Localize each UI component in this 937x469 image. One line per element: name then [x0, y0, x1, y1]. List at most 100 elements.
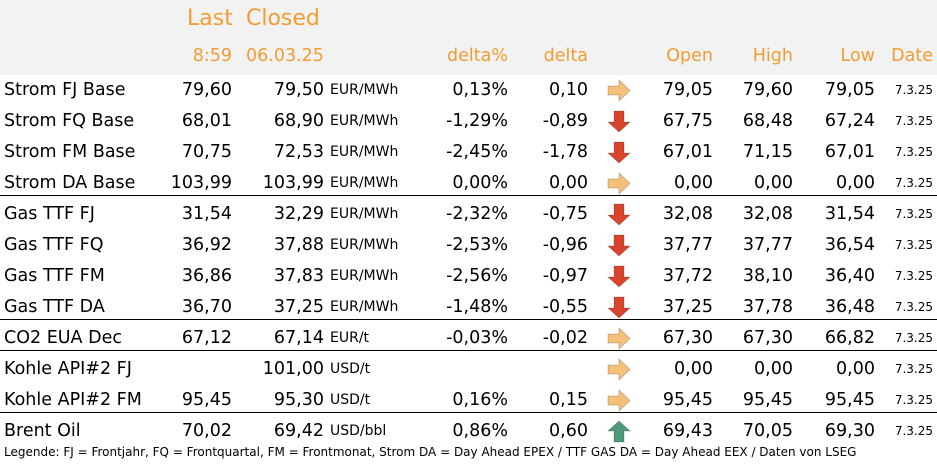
high-value: 67,30 [742, 328, 793, 348]
last-value: 79,60 [181, 80, 232, 100]
last-value: 70,02 [181, 421, 232, 441]
unit: EUR/MWh [330, 82, 399, 98]
delta-pct-value: 0,86% [452, 421, 508, 441]
open-value: 37,25 [662, 297, 713, 317]
low-value: 67,01 [824, 142, 875, 162]
last-value: 31,54 [181, 204, 232, 224]
open-value: 0,00 [674, 359, 713, 379]
open-value: 67,75 [662, 111, 713, 131]
instrument-name: Gas TTF FJ [4, 204, 95, 224]
high-value: 71,15 [742, 142, 793, 162]
delta-value: 0,10 [549, 80, 588, 100]
high-header: High [752, 46, 793, 66]
open-value: 67,01 [662, 142, 713, 162]
last-header: Last [187, 6, 233, 31]
delta-value: -0,75 [542, 204, 588, 224]
last-value: 36,92 [181, 235, 232, 255]
high-value: 0,00 [754, 359, 793, 379]
open-value: 37,72 [662, 266, 713, 286]
delta-value: -0,55 [542, 297, 588, 317]
low-value: 79,05 [824, 80, 875, 100]
table-row: Strom FQ Base 68,01 68,90 EUR/MWh -1,29% -0,8… [0, 106, 937, 137]
closed-value: 37,88 [273, 235, 324, 255]
last-value [140, 354, 232, 385]
arrow-right-icon [607, 79, 631, 102]
delta-value: -1,78 [542, 142, 588, 162]
last-value: 70,75 [181, 142, 232, 162]
delta-value: 0,15 [549, 390, 588, 410]
delta-pct-value: -2,45% [446, 142, 508, 162]
legend-text: Legende: FJ = Frontjahr, FQ = Frontquart… [4, 445, 857, 459]
unit: EUR/MWh [330, 206, 399, 222]
row-separator [0, 350, 937, 351]
table-row: Gas TTF DA 36,70 37,25 EUR/MWh -1,48% -0,55 37… [0, 292, 937, 323]
date-value: 7.3.25 [894, 114, 933, 128]
table-row: Strom FM Base 70,75 72,53 EUR/MWh -2,45% -1,7… [0, 137, 937, 168]
open-value: 79,05 [662, 80, 713, 100]
date-value: 7.3.25 [894, 393, 933, 407]
date-value: 7.3.25 [894, 238, 933, 252]
unit: USD/bbl [330, 423, 387, 439]
date-value: 7.3.25 [894, 207, 933, 221]
high-value: 38,10 [742, 266, 793, 286]
delta-pct-value: -0,03% [446, 328, 508, 348]
closed-date: 06.03.25 [246, 46, 324, 66]
arrow-down-icon [606, 141, 632, 164]
table-row: Kohle API#2 FJ 101,00 USD/t 0,00 0,00 0,00 7.3… [0, 354, 937, 385]
open-value: 67,30 [662, 328, 713, 348]
closed-value: 95,30 [273, 390, 324, 410]
delta-value: 0,60 [549, 421, 588, 441]
delta-pct-value: -2,56% [446, 266, 508, 286]
closed-value: 79,50 [273, 80, 324, 100]
unit: EUR/t [330, 330, 370, 346]
delta-pct-value [420, 354, 508, 385]
last-value: 36,86 [181, 266, 232, 286]
delta-pct-value: -2,53% [446, 235, 508, 255]
delta-pct-value: 0,16% [452, 390, 508, 410]
last-value: 95,45 [181, 390, 232, 410]
row-separator [0, 319, 937, 320]
instrument-name: Kohle API#2 FM [4, 390, 142, 410]
last-value: 67,12 [181, 328, 232, 348]
unit: EUR/MWh [330, 113, 399, 129]
arrow-right-icon [607, 389, 631, 412]
date-header: Date [891, 46, 933, 66]
low-value: 69,30 [824, 421, 875, 441]
closed-value: 67,14 [273, 328, 324, 348]
instrument-name: Gas TTF FQ [4, 235, 104, 255]
last-time: 8:59 [192, 46, 232, 66]
table-row: Kohle API#2 FM 95,45 95,30 USD/t 0,16% 0,15 95… [0, 385, 937, 416]
date-value: 7.3.25 [894, 300, 933, 314]
delta-pct-value: -1,48% [446, 297, 508, 317]
high-value: 79,60 [742, 80, 793, 100]
open-value: 95,45 [662, 390, 713, 410]
date-value: 7.3.25 [894, 362, 933, 376]
open-value: 0,00 [674, 173, 713, 193]
high-value: 68,48 [742, 111, 793, 131]
open-header: Open [666, 46, 713, 66]
low-value: 31,54 [824, 204, 875, 224]
low-value: 36,48 [824, 297, 875, 317]
low-value: 36,54 [824, 235, 875, 255]
table-row: Strom FJ Base 79,60 79,50 EUR/MWh 0,13% 0,10 7… [0, 75, 937, 106]
table-row: Gas TTF FJ 31,54 32,29 EUR/MWh -2,32% -0,75 32… [0, 199, 937, 230]
arrow-down-icon [606, 265, 632, 288]
table-header: Last Closed 8:59 06.03.25 delta% delta O… [0, 0, 937, 75]
high-value: 37,77 [742, 235, 793, 255]
low-value: 66,82 [824, 328, 875, 348]
delta-value: -0,97 [542, 266, 588, 286]
date-value: 7.3.25 [894, 83, 933, 97]
date-value: 7.3.25 [894, 331, 933, 345]
low-value: 0,00 [836, 173, 875, 193]
low-header: Low [840, 46, 875, 66]
row-separator [0, 195, 937, 196]
delta-value: -0,89 [542, 111, 588, 131]
instrument-name: Kohle API#2 FJ [4, 359, 132, 379]
closed-value: 37,25 [273, 297, 324, 317]
closed-value: 103,99 [262, 173, 324, 193]
delta-value: -0,02 [542, 328, 588, 348]
closed-value: 72,53 [273, 142, 324, 162]
low-value: 36,40 [824, 266, 875, 286]
low-value: 0,00 [836, 359, 875, 379]
arrow-right-icon [607, 358, 631, 381]
